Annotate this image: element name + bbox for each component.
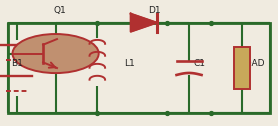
Text: B1: B1 — [11, 58, 23, 68]
Text: C1: C1 — [193, 58, 205, 68]
Text: LOAD: LOAD — [240, 58, 265, 68]
Polygon shape — [131, 14, 157, 32]
Circle shape — [13, 34, 99, 73]
Text: Q1: Q1 — [53, 6, 66, 15]
FancyBboxPatch shape — [234, 47, 250, 89]
Text: L1: L1 — [124, 58, 135, 68]
Text: D1: D1 — [148, 6, 161, 15]
